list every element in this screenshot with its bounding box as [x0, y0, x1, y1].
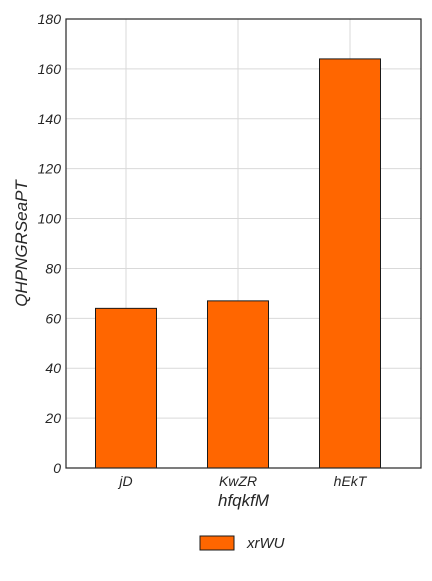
x-axis-label: hfqkfM	[218, 491, 270, 510]
y-tick-label: 140	[38, 111, 62, 127]
legend-label-xrWU: xrWU	[246, 535, 285, 552]
bar-jD	[95, 307, 157, 469]
x-tick-label: jD	[117, 473, 132, 489]
x-tick-label: KwZR	[219, 473, 257, 489]
legend-swatch	[199, 535, 235, 551]
bar-KwZR	[207, 300, 269, 469]
y-tick-label: 120	[38, 161, 62, 177]
y-tick-label: 80	[45, 260, 61, 276]
y-tick-label: 160	[38, 61, 62, 77]
x-tick-labels: jD KwZR hEkT	[117, 473, 367, 489]
bar-hEkT	[319, 58, 381, 469]
y-tick-label: 100	[38, 211, 62, 227]
y-axis-label: QHPNGRSeaPT	[12, 179, 31, 307]
legend: xrWU	[199, 535, 285, 552]
bars	[95, 58, 381, 469]
y-tick-label: 20	[44, 410, 61, 426]
plot-frame	[65, 18, 422, 469]
x-tick-label: hEkT	[334, 473, 368, 489]
y-tick-label: 180	[38, 11, 62, 27]
y-tick-labels: 0 20 40 60 80 100 120 140 160 180	[38, 11, 62, 476]
y-tick-label: 0	[53, 460, 61, 476]
y-tick-label: 60	[45, 310, 61, 326]
y-tick-label: 40	[45, 360, 61, 376]
